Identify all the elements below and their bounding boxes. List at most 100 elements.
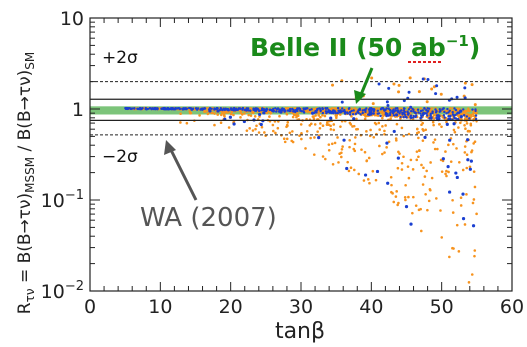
data-point xyxy=(390,190,393,194)
data-point xyxy=(354,136,357,139)
data-point xyxy=(404,205,409,209)
data-point xyxy=(312,117,316,121)
data-point xyxy=(411,168,415,171)
data-point xyxy=(371,169,375,173)
data-point xyxy=(306,107,309,110)
y-tick-label: 1 xyxy=(72,99,84,121)
data-point xyxy=(377,112,381,115)
data-point xyxy=(419,112,422,115)
data-point xyxy=(448,117,452,121)
data-point xyxy=(404,198,407,202)
data-point xyxy=(170,106,173,110)
data-point xyxy=(470,150,473,154)
data-point xyxy=(438,123,441,126)
data-point xyxy=(394,113,399,117)
data-point xyxy=(421,109,424,112)
data-point xyxy=(278,114,281,118)
data-point xyxy=(374,107,378,110)
data-point xyxy=(448,109,451,113)
x-tick-labels: 0 10 20 30 40 50 60 xyxy=(84,296,524,318)
data-point xyxy=(452,247,455,250)
data-point xyxy=(271,123,275,127)
data-point xyxy=(392,129,396,134)
data-point xyxy=(318,126,322,130)
data-point xyxy=(457,126,460,129)
data-point xyxy=(331,83,335,87)
data-point xyxy=(473,185,477,189)
data-point xyxy=(189,111,193,115)
data-point xyxy=(249,109,252,112)
data-point xyxy=(447,143,450,147)
data-point xyxy=(440,170,444,173)
data-point xyxy=(260,125,264,129)
data-point xyxy=(374,178,378,182)
data-point xyxy=(258,112,262,117)
data-point xyxy=(445,112,448,115)
data-point xyxy=(347,107,351,110)
data-point xyxy=(198,114,201,117)
data-point xyxy=(227,126,231,129)
data-point xyxy=(337,161,340,164)
x-tick-label: 50 xyxy=(430,296,454,318)
data-point xyxy=(353,107,357,110)
data-point xyxy=(324,157,327,161)
data-point xyxy=(124,107,128,110)
data-point xyxy=(245,129,249,132)
data-point xyxy=(423,175,427,178)
data-point xyxy=(279,110,283,114)
data-point xyxy=(448,138,452,142)
data-point xyxy=(426,208,429,212)
data-point xyxy=(381,125,384,128)
data-point xyxy=(453,116,456,120)
data-point xyxy=(317,114,321,117)
data-point xyxy=(425,169,428,173)
data-point xyxy=(243,108,247,112)
data-point xyxy=(453,130,457,134)
x-axis-label: tanβ xyxy=(275,319,325,344)
data-point xyxy=(205,107,209,110)
data-point xyxy=(452,142,455,146)
data-point xyxy=(341,145,344,148)
data-point xyxy=(365,130,368,133)
data-point xyxy=(314,109,318,114)
data-point xyxy=(352,109,355,112)
data-point xyxy=(255,124,258,128)
data-point xyxy=(445,122,449,126)
data-point xyxy=(330,142,334,146)
data-point xyxy=(464,109,468,113)
data-point xyxy=(350,109,353,113)
data-point xyxy=(427,109,430,113)
data-point xyxy=(400,161,404,165)
data-point xyxy=(366,178,370,181)
data-point xyxy=(472,142,475,145)
data-point xyxy=(370,109,373,112)
data-point xyxy=(291,140,295,144)
data-point xyxy=(219,121,223,125)
data-point xyxy=(397,201,400,205)
data-point xyxy=(447,170,450,174)
data-point xyxy=(471,201,475,205)
data-point xyxy=(254,127,257,131)
data-point xyxy=(330,110,334,114)
data-point xyxy=(292,108,295,112)
data-point xyxy=(396,107,399,110)
data-point xyxy=(274,131,277,135)
data-point xyxy=(466,158,470,162)
data-point xyxy=(472,114,476,118)
data-point xyxy=(368,110,371,114)
data-point xyxy=(418,149,421,153)
data-point xyxy=(449,160,453,163)
data-point xyxy=(385,146,388,149)
data-point xyxy=(355,127,358,131)
data-point xyxy=(148,107,152,110)
data-point xyxy=(285,112,289,116)
data-point xyxy=(265,107,268,111)
data-point xyxy=(363,173,368,177)
data-point xyxy=(432,123,435,127)
y-tick-labels: 10−2 10−1 1 10 xyxy=(41,8,84,303)
data-point xyxy=(194,107,198,110)
data-point xyxy=(350,114,353,118)
data-point xyxy=(359,113,362,116)
data-point xyxy=(329,124,332,128)
